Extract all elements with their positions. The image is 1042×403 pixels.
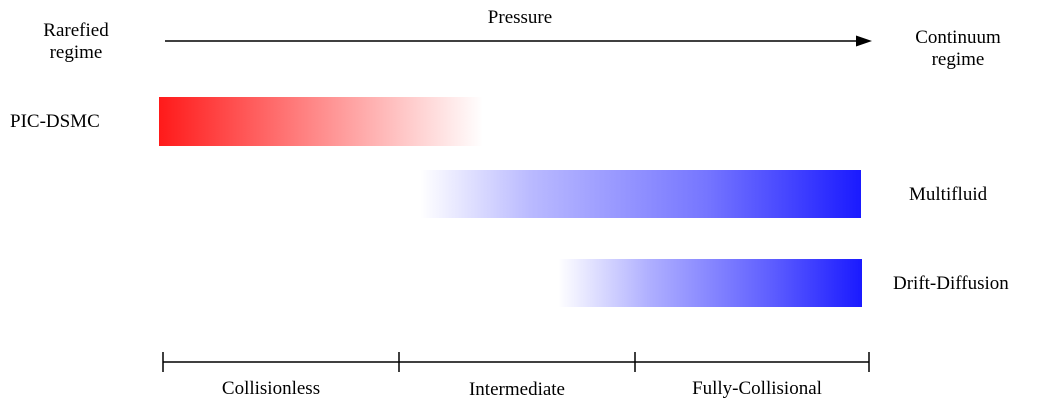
multifluid-bar [420, 170, 861, 218]
rarefied-label-line2: regime [49, 42, 103, 63]
pic-dsmc-label: PIC-DSMC [10, 111, 100, 132]
drift-diffusion-label: Drift-Diffusion [893, 273, 1009, 294]
continuum-label-line1: Continuum [915, 27, 1001, 48]
regime-collisionless-label: Collisionless [221, 378, 321, 399]
pressure-title: Pressure [487, 7, 553, 28]
drift-diffusion-bar [558, 259, 862, 307]
pressure-arrowhead [856, 35, 872, 47]
regime-intermediate-label: Intermediate [468, 379, 565, 400]
continuum-regime-label: Continuum regime [888, 27, 1028, 71]
rarefied-regime-label: Rarefied regime [20, 20, 132, 64]
regime-fully-collisional-label: Fully-Collisional [692, 378, 822, 399]
pic-dsmc-bar [159, 97, 483, 146]
continuum-label-line2: regime [931, 49, 985, 70]
rarefied-label-line1: Rarefied [43, 20, 109, 41]
multifluid-label: Multifluid [909, 184, 988, 205]
pressure-arrow [165, 35, 872, 47]
regime-scale [162, 352, 870, 372]
